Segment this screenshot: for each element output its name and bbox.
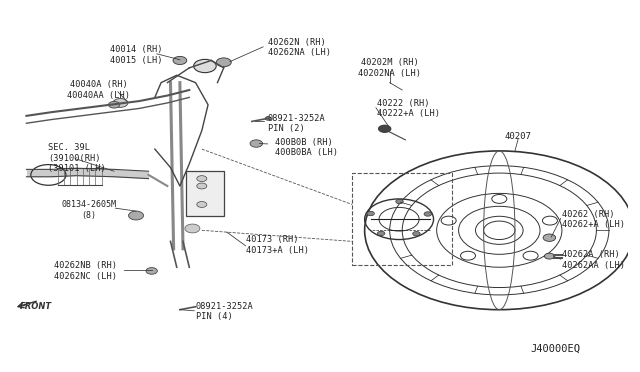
Text: 40262 (RH)
40262+A (LH): 40262 (RH) 40262+A (LH): [562, 209, 625, 229]
Bar: [186, 171, 224, 215]
Text: 08134-2605M
(8): 08134-2605M (8): [61, 200, 116, 220]
Circle shape: [196, 202, 207, 208]
Circle shape: [378, 125, 391, 132]
Circle shape: [109, 102, 120, 108]
Text: 40262A (RH)
40262AA (LH): 40262A (RH) 40262AA (LH): [562, 250, 625, 270]
Text: 40173 (RH)
40173+A (LH): 40173 (RH) 40173+A (LH): [246, 235, 308, 255]
Text: 40040A (RH)
40040AA (LH): 40040A (RH) 40040AA (LH): [67, 80, 130, 100]
Text: 08921-3252A
PIN (2): 08921-3252A PIN (2): [268, 113, 325, 133]
Circle shape: [113, 99, 128, 108]
Circle shape: [216, 58, 231, 67]
Circle shape: [543, 234, 556, 241]
Text: 400B0B (RH)
400B0BA (LH): 400B0B (RH) 400B0BA (LH): [275, 138, 338, 157]
Text: 40014 (RH)
40015 (LH): 40014 (RH) 40015 (LH): [110, 45, 163, 65]
Circle shape: [413, 231, 420, 236]
Circle shape: [396, 199, 403, 204]
Text: 40262N (RH)
40262NA (LH): 40262N (RH) 40262NA (LH): [268, 38, 331, 57]
Circle shape: [194, 60, 216, 73]
Circle shape: [196, 176, 207, 182]
Circle shape: [378, 231, 385, 235]
Circle shape: [424, 212, 431, 216]
Circle shape: [250, 140, 262, 147]
Bar: [352, 173, 452, 265]
Circle shape: [367, 211, 374, 216]
Circle shape: [196, 183, 207, 189]
Text: SEC. 39L
(39100(RH)
(39101 (LH): SEC. 39L (39100(RH) (39101 (LH): [49, 144, 106, 173]
Text: 40207: 40207: [505, 132, 532, 141]
Circle shape: [146, 267, 157, 274]
Text: 40262NB (RH)
40262NC (LH): 40262NB (RH) 40262NC (LH): [54, 261, 117, 280]
Circle shape: [265, 116, 271, 120]
Text: FRONT: FRONT: [20, 302, 52, 311]
Circle shape: [185, 224, 200, 233]
Text: 40222 (RH)
40222+A (LH): 40222 (RH) 40222+A (LH): [377, 99, 440, 118]
Circle shape: [545, 253, 554, 259]
Text: 08921-3252A
PIN (4): 08921-3252A PIN (4): [196, 302, 253, 321]
Circle shape: [173, 57, 187, 64]
Text: J40000EQ: J40000EQ: [531, 343, 580, 353]
Text: 40202M (RH)
40202NA (LH): 40202M (RH) 40202NA (LH): [358, 58, 421, 77]
Circle shape: [129, 211, 143, 220]
